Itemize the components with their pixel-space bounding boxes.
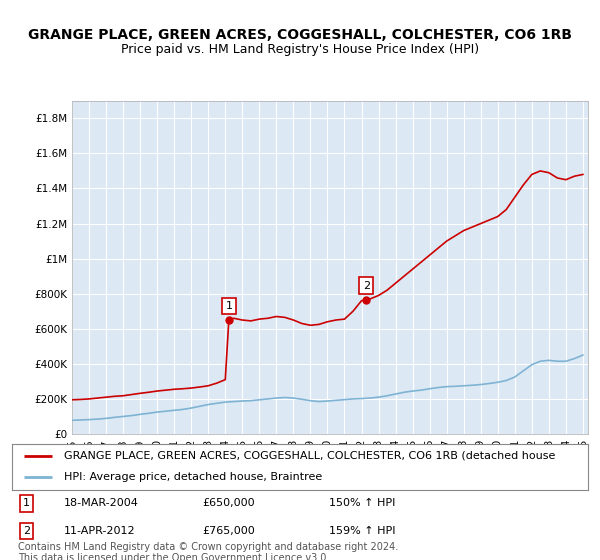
Text: £650,000: £650,000 (202, 498, 255, 508)
Text: 159% ↑ HPI: 159% ↑ HPI (329, 526, 395, 536)
Text: GRANGE PLACE, GREEN ACRES, COGGESHALL, COLCHESTER, CO6 1RB (detached house: GRANGE PLACE, GREEN ACRES, COGGESHALL, C… (64, 451, 555, 460)
Text: This data is licensed under the Open Government Licence v3.0.: This data is licensed under the Open Gov… (18, 553, 329, 560)
Text: Contains HM Land Registry data © Crown copyright and database right 2024.: Contains HM Land Registry data © Crown c… (18, 542, 398, 552)
Text: Price paid vs. HM Land Registry's House Price Index (HPI): Price paid vs. HM Land Registry's House … (121, 43, 479, 56)
Text: £765,000: £765,000 (202, 526, 255, 536)
Text: 1: 1 (23, 498, 30, 508)
Text: GRANGE PLACE, GREEN ACRES, COGGESHALL, COLCHESTER, CO6 1RB: GRANGE PLACE, GREEN ACRES, COGGESHALL, C… (28, 28, 572, 42)
Text: 1: 1 (226, 301, 232, 311)
Text: 150% ↑ HPI: 150% ↑ HPI (329, 498, 395, 508)
Text: 2: 2 (23, 526, 30, 536)
Text: 11-APR-2012: 11-APR-2012 (64, 526, 136, 536)
Text: 2: 2 (363, 281, 370, 291)
Text: 18-MAR-2004: 18-MAR-2004 (64, 498, 139, 508)
Text: HPI: Average price, detached house, Braintree: HPI: Average price, detached house, Brai… (64, 472, 322, 482)
